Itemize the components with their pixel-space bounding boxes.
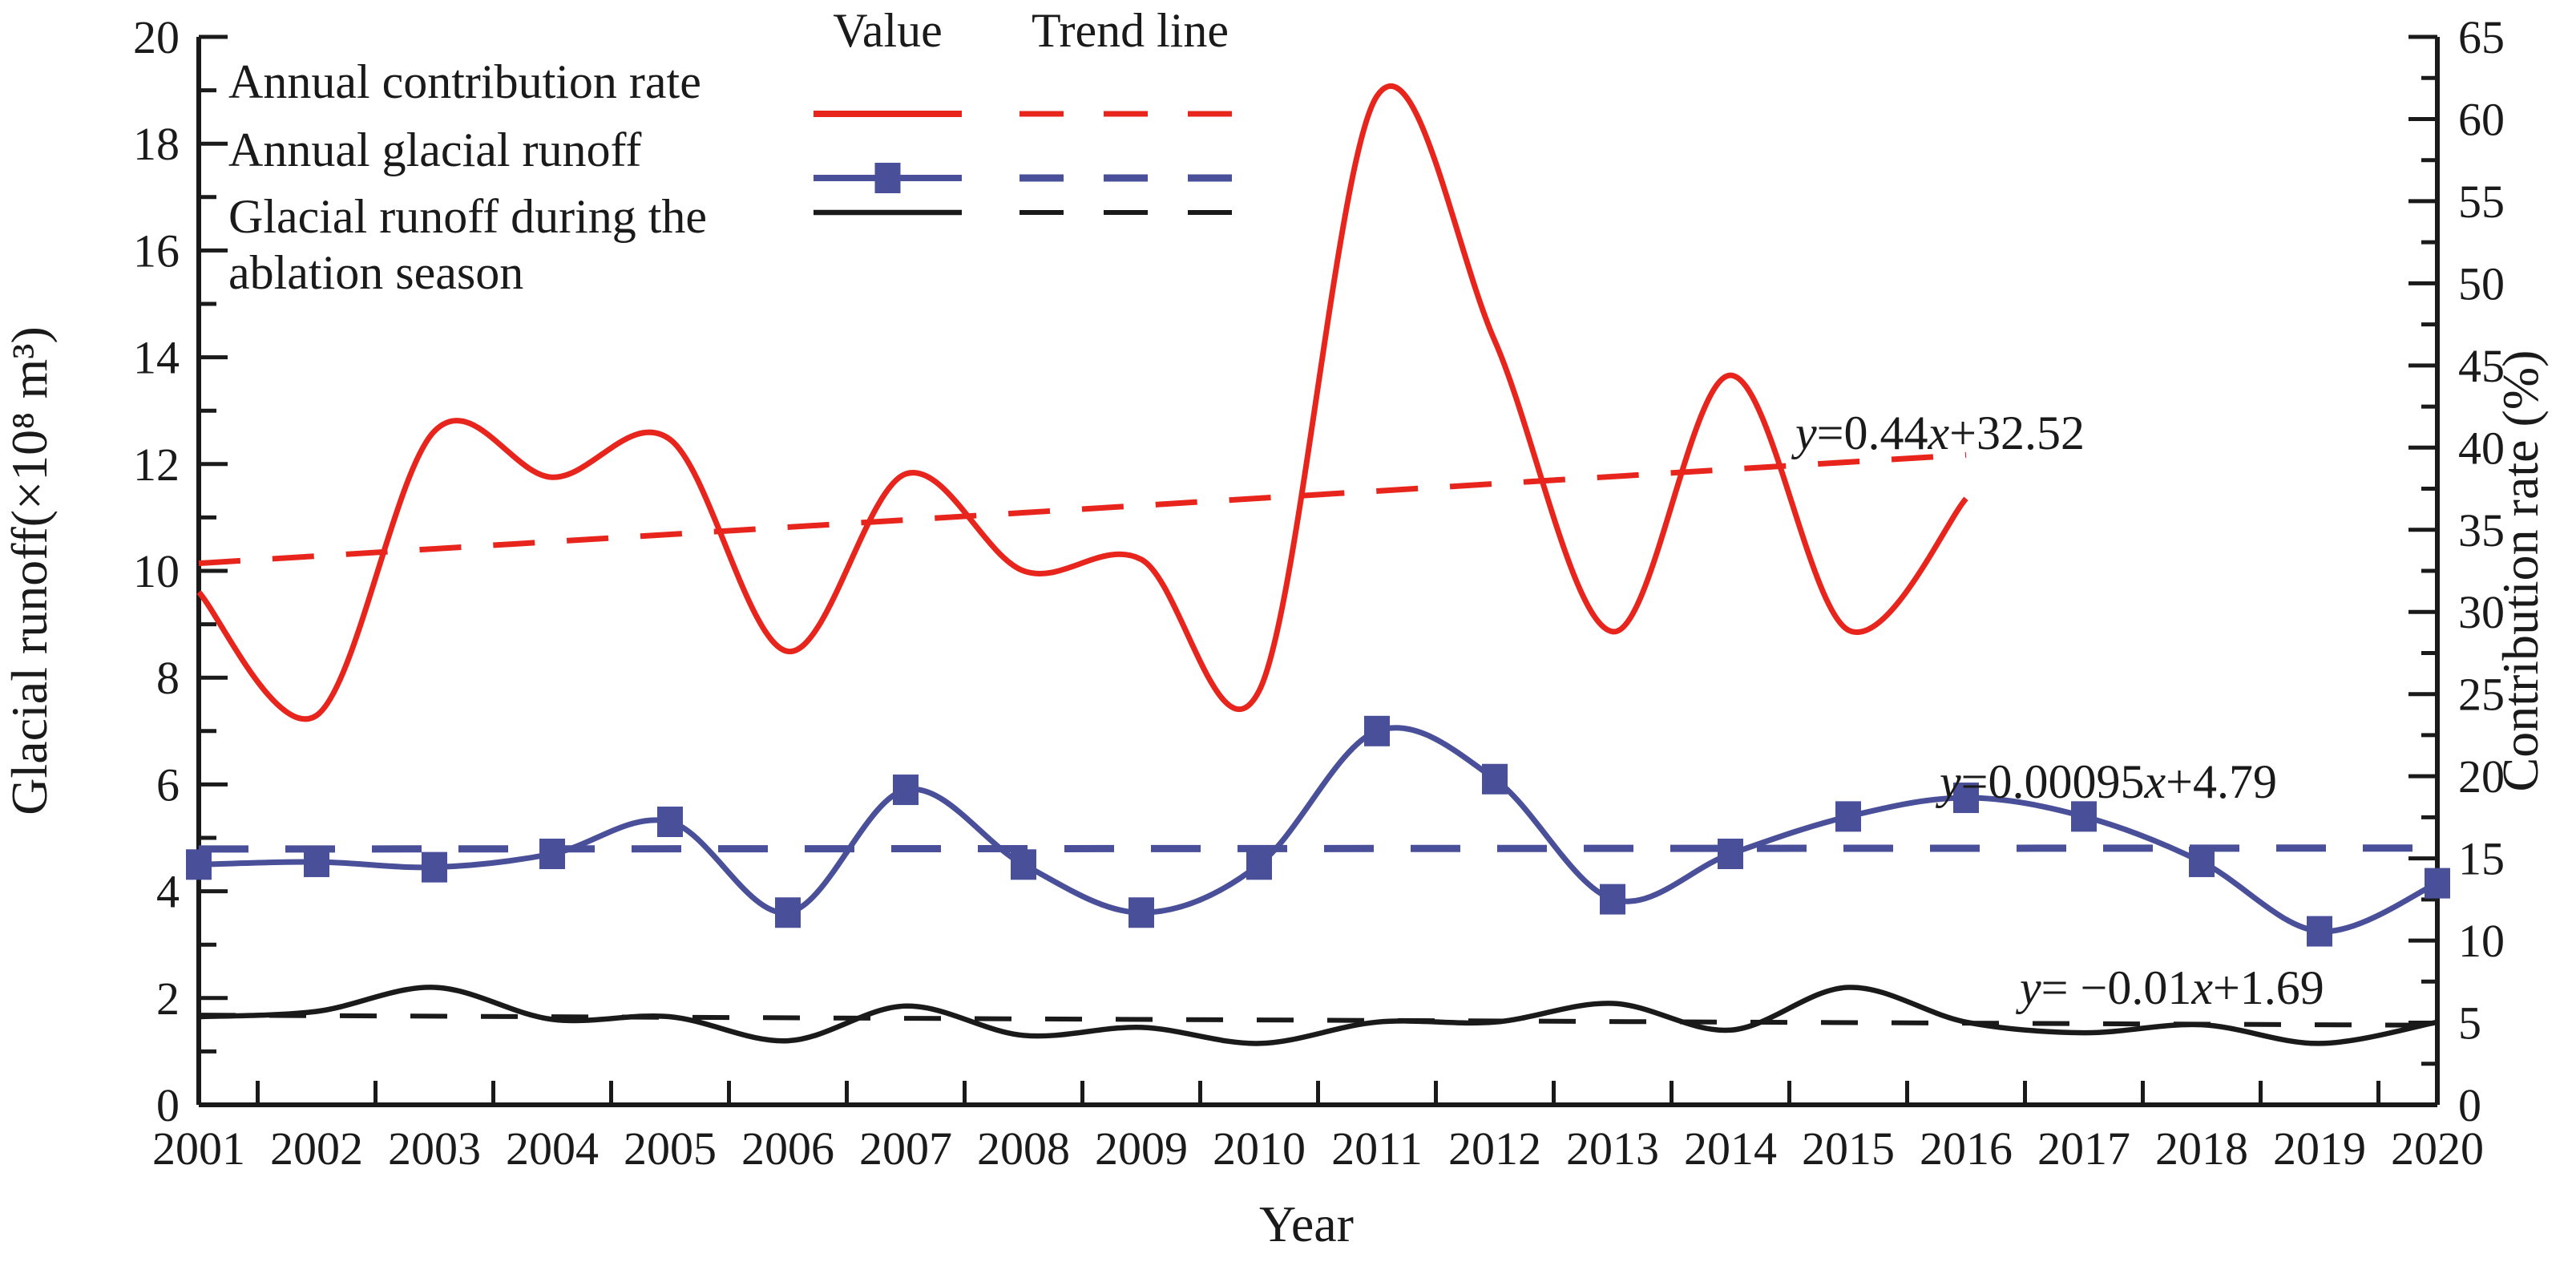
series-marker-annual_runoff [186,849,212,880]
trend-lines [198,451,2438,1028]
left-tick-label: 6 [156,758,180,811]
series-marker-annual_runoff [2189,846,2215,877]
legend-label-ablation_runoff: ablation season [228,246,523,299]
right-tick-label: 40 [2458,422,2505,474]
series-marker-annual_runoff [893,775,919,806]
x-tick-label: 2012 [1448,1122,1541,1175]
right-tick-label: 60 [2458,93,2505,145]
axis-tick-labels: 0246810121416182005101520253035404550556… [133,11,2505,1175]
right-tick-label: 65 [2458,11,2505,63]
x-tick-label: 2010 [1213,1122,1306,1175]
series-line-ablation_runoff [198,985,2438,1046]
x-tick-label: 2006 [741,1122,834,1175]
left-tick-label: 16 [133,224,180,277]
right-tick-label: 20 [2458,750,2505,803]
x-tick-label: 2007 [859,1122,952,1175]
equation-contribution: y=0.44x+32.52 [1791,406,2085,459]
right-tick-label: 25 [2458,669,2505,721]
right-tick-label: 45 [2458,340,2505,392]
trend-equations: y=0.44x+32.52 y=0.00095x+4.79 y= −0.01x+1.… [1791,406,2324,1014]
trend-line-contribution [198,451,1967,567]
right-tick-label: 0 [2458,1079,2481,1131]
left-tick-label: 0 [156,1079,180,1131]
series-marker-annual_runoff [2071,801,2097,832]
x-tick-label: 2003 [388,1122,481,1175]
left-tick-label: 18 [133,118,180,170]
x-tick-label: 2015 [1802,1122,1895,1175]
x-tick-label: 2009 [1095,1122,1188,1175]
data-series [186,83,2450,1046]
series-marker-annual_runoff [1246,849,1272,880]
x-tick-label: 2018 [2155,1122,2248,1175]
series-marker-annual_runoff [1953,783,1979,814]
right-tick-label: 35 [2458,504,2505,556]
series-marker-annual_runoff [657,807,683,838]
series-marker-annual_runoff [1718,838,1743,869]
series-marker-annual_runoff [1129,897,1154,928]
legend-header-value: Value [833,4,943,57]
left-tick-label: 14 [133,332,180,384]
left-tick-label: 10 [133,545,180,597]
trend-line-annual_runoff [198,844,2438,853]
x-tick-label: 2016 [1920,1122,2013,1175]
series-marker-annual_runoff [1482,763,1508,795]
x-tick-label: 2019 [2273,1122,2366,1175]
series-line-contribution [196,83,1968,722]
x-tick-label: 2005 [624,1122,717,1175]
left-tick-label: 20 [133,11,180,63]
series-marker-annual_runoff [1011,849,1036,880]
series-marker-annual_runoff [1364,715,1390,746]
trend-line-ablation_runoff [198,1013,2438,1028]
x-tick-label: 2001 [152,1122,245,1175]
series-marker-annual_runoff [422,851,447,883]
series-line-annual_runoff [198,725,2439,935]
right-tick-label: 30 [2458,586,2505,638]
equation-ablation_runoff: y= −0.01x+1.69 [2015,961,2324,1014]
legend-label-annual_runoff: Annual glacial runoff [228,123,641,176]
right-tick-label: 10 [2458,915,2505,967]
series-marker-annual_runoff [304,846,329,877]
legend-marker-sample-annual_runoff [874,163,901,193]
x-tick-label: 2020 [2391,1122,2484,1175]
axis-ticks [199,34,2437,1107]
left-axis-title: Glacial runoff(×10⁸ m³) [1,326,58,815]
series-marker-annual_runoff [775,897,801,928]
right-tick-label: 50 [2458,257,2505,309]
left-tick-label: 4 [156,866,180,918]
right-tick-label: 5 [2458,997,2481,1050]
x-tick-label: 2017 [2037,1122,2130,1175]
legend-label-ablation_runoff: Glacial runoff during the [228,190,707,243]
legend-header-trend: Trend line [1032,4,1229,57]
right-tick-label: 55 [2458,176,2505,228]
x-tick-label: 2004 [506,1122,599,1175]
equation-annual_runoff: y=0.00095x+4.79 [1935,755,2277,808]
x-tick-label: 2014 [1684,1122,1777,1175]
left-tick-label: 8 [156,652,180,704]
legend-label-contribution: Annual contribution rate [228,55,701,108]
x-tick-label: 2002 [270,1122,363,1175]
right-tick-label: 15 [2458,833,2505,885]
left-tick-label: 2 [156,973,180,1025]
x-tick-label: 2008 [977,1122,1070,1175]
x-axis-title: Year [1259,1195,1354,1252]
x-tick-label: 2013 [1566,1122,1659,1175]
series-marker-annual_runoff [1600,884,1625,915]
right-axis-title: Contribution rate (%) [2492,350,2549,792]
series-marker-annual_runoff [2425,868,2450,899]
series-marker-annual_runoff [2307,916,2332,947]
series-marker-annual_runoff [539,838,565,869]
legend: Value Trend line Annual contribution rate A… [228,4,1241,299]
x-tick-label: 2011 [1331,1122,1423,1175]
left-tick-label: 12 [133,439,180,491]
series-marker-annual_runoff [1835,801,1861,832]
